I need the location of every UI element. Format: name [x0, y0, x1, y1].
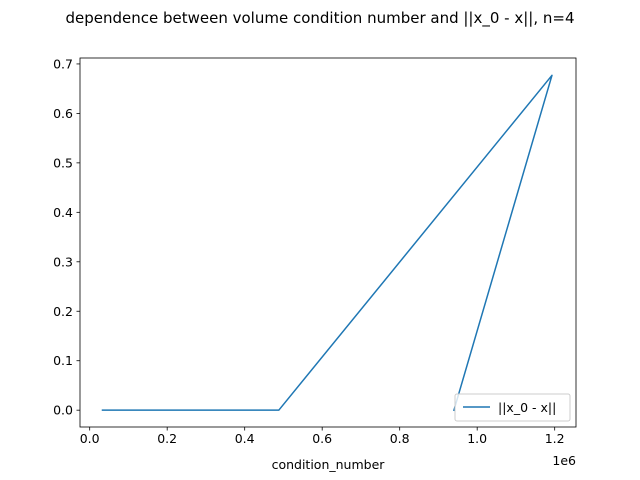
x-tick-label: 0.8: [390, 431, 410, 446]
x-tick-label: 1.0: [467, 431, 487, 446]
x-tick-label: 0.6: [312, 431, 332, 446]
y-tick-label: 0.4: [53, 205, 73, 220]
y-tick-label: 0.1: [53, 353, 73, 368]
legend-entry-label: ||x_0 - x||: [498, 400, 556, 415]
x-axis: 0.0 0.2 0.4 0.6 0.8 1.0 1.2: [80, 427, 565, 446]
legend-box: [454, 393, 571, 422]
y-tick-label: 0.2: [53, 304, 73, 319]
series-line-0: [101, 74, 553, 412]
legend: ||x_0 - x||: [454, 393, 571, 422]
y-tick-label: 0.6: [53, 106, 73, 121]
x-tick-label: 1.2: [545, 431, 565, 446]
chart-title: dependence between volume condition numb…: [65, 9, 574, 28]
y-tick-label: 0.5: [53, 155, 73, 170]
x-tick-label: 0.4: [235, 431, 255, 446]
x-tick-label: 0.0: [80, 431, 100, 446]
y-axis: 0.0 0.1 0.2 0.3 0.4 0.5 0.6 0.7: [53, 56, 80, 418]
plot-area: [79, 57, 577, 428]
x-axis-title: condition_number: [272, 457, 386, 472]
y-tick-label: 0.3: [53, 254, 73, 269]
x-axis-offset-label: 1e6: [552, 453, 576, 468]
plot-frame: [79, 57, 577, 428]
y-tick-label: 0.7: [53, 56, 73, 71]
y-tick-label: 0.0: [53, 403, 73, 418]
x-tick-label: 0.2: [157, 431, 177, 446]
